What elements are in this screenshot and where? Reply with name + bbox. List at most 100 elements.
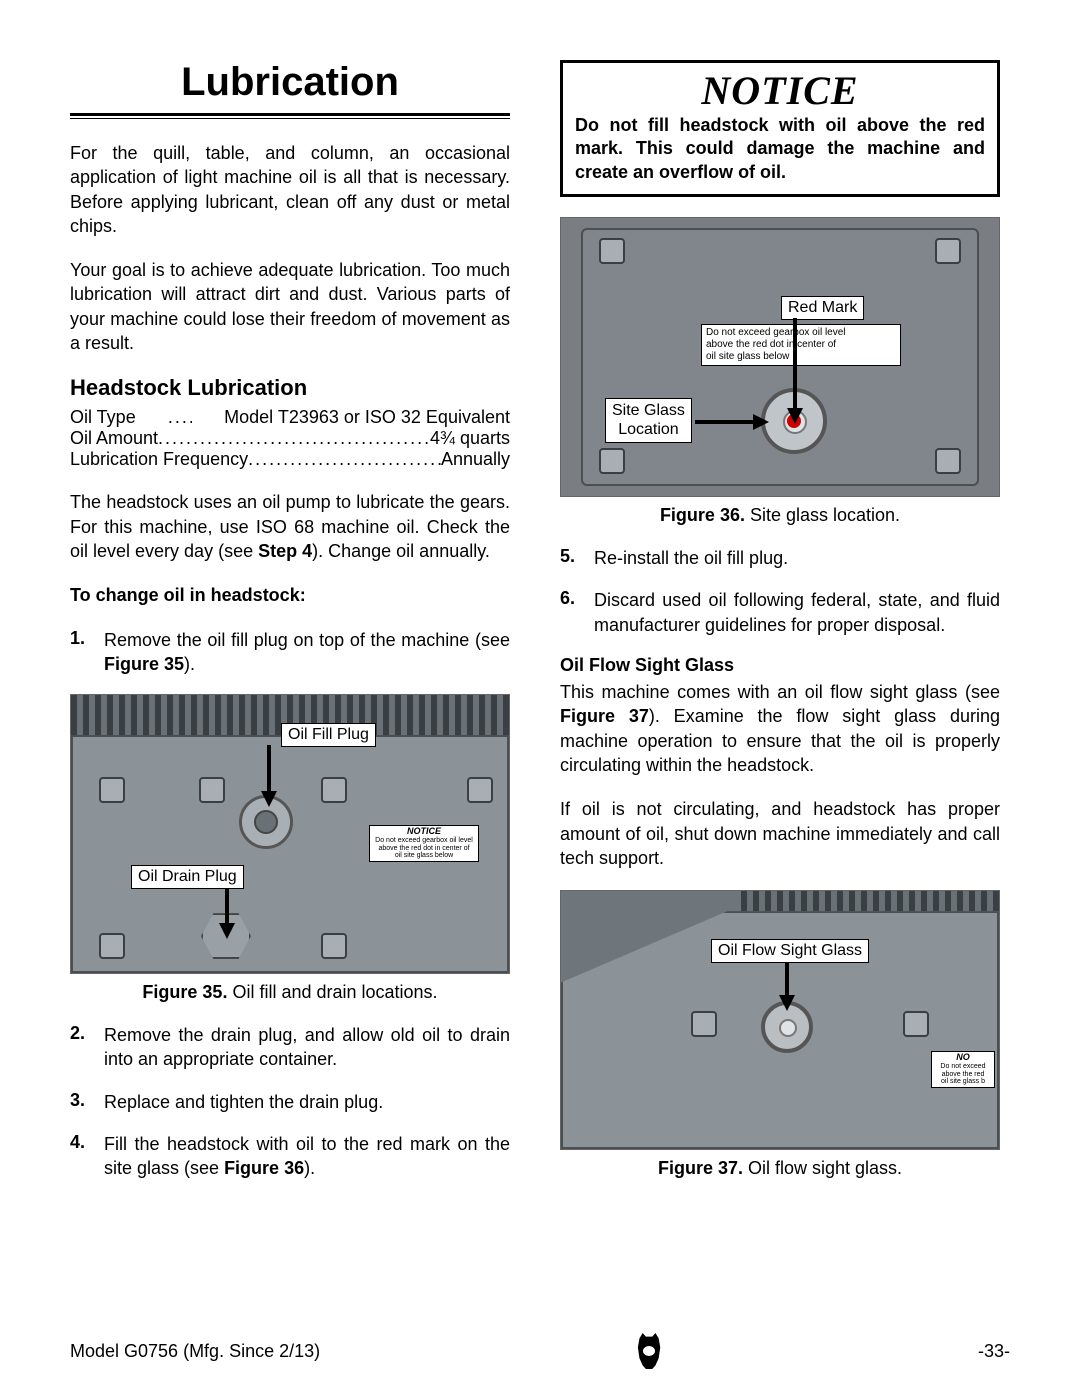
figure-35-image: NOTICE Do not exceed gearbox oil levelab… [70,694,510,974]
spec-value: Annually [441,449,510,470]
model-info: Model G0756 (Mfg. Since 2/13) [70,1341,320,1362]
arrow-line [267,745,271,793]
intro-para-1: For the quill, table, and column, an occ… [70,141,510,238]
step-item: 1. Remove the oil fill plug on top of th… [70,628,510,677]
arrow-down-icon [787,408,803,424]
text: This machine comes with an oil flow sigh… [560,682,1000,702]
sight-para-2: If oil is not circulating, and headstock… [560,797,1000,870]
figure-37-image: NO Do not exceedabove the redoil site gl… [560,890,1000,1150]
sticker-line: above the red dot in center of [706,339,836,350]
caption-text: Site glass location. [745,505,900,525]
fill-plug-label: Oil Fill Plug [281,723,376,747]
sight-glass-label: Oil Flow Sight Glass [711,939,869,963]
step-text: Replace and tighten the drain plug. [104,1090,510,1114]
step-number: 2. [70,1023,104,1072]
notice-heading: NOTICE [575,67,985,114]
arrow-down-icon [219,923,235,939]
bolt-icon [599,238,625,264]
rule-thick [70,113,510,116]
bolt-icon [467,777,493,803]
caption-bold: Figure 35. [142,982,227,1002]
arrow-down-icon [779,995,795,1011]
bolt-icon [321,933,347,959]
spec-label: Oil Type [70,407,136,428]
glass-center [779,1019,797,1037]
step-number: 5. [560,546,594,570]
step-item: 6. Discard used oil following federal, s… [560,588,1000,637]
text: Remove the oil fill plug on top of the m… [104,630,510,650]
spec-dots [158,428,430,449]
figure-ref: Figure 36 [224,1158,304,1178]
figure-ref: Figure 37 [560,706,649,726]
step-item: 5. Re-install the oil fill plug. [560,546,1000,570]
spec-label: Oil Amount [70,428,158,449]
sticker-line: oil site glass below [706,351,789,362]
spec-list: Oil Type Model T23963 or ISO 32 Equivale… [70,407,510,470]
headstock-para: The headstock uses an oil pump to lubric… [70,490,510,563]
spec-dots [248,449,441,470]
left-column: Lubrication For the quill, table, and co… [70,60,510,1199]
step-text: Fill the headstock with oil to the red m… [104,1132,510,1181]
bolt-icon [99,777,125,803]
spec-row: Oil Type Model T23963 or ISO 32 Equivale… [70,407,510,428]
bolt-icon [199,777,225,803]
step-number: 4. [70,1132,104,1181]
step-number: 3. [70,1090,104,1114]
spec-value: Model T23963 or ISO 32 Equivalent [224,407,510,428]
steps-right: 5. Re-install the oil fill plug. 6. Disc… [560,546,1000,637]
spec-row: Oil Amount 4¾ quarts [70,428,510,449]
sticker: Do not exceed gearbox oil level above th… [701,324,901,366]
steps-left-1: 1. Remove the oil fill plug on top of th… [70,628,510,677]
arrow-line [695,420,755,424]
sight-glass-heading: Oil Flow Sight Glass [560,655,1000,676]
intro-para-2: Your goal is to achieve adequate lubrica… [70,258,510,355]
headstock-heading: Headstock Lubrication [70,375,510,401]
bolt-icon [599,448,625,474]
figure-36-caption: Figure 36. Site glass location. [560,505,1000,526]
spec-value: 4¾ quarts [430,428,510,449]
caption-text: Oil flow sight glass. [743,1158,902,1178]
step-number: 6. [560,588,594,637]
arrow-line [225,889,229,925]
page-number: -33- [978,1341,1010,1362]
step-text: Remove the drain plug, and allow old oil… [104,1023,510,1072]
site-glass-label: Site GlassLocation [605,398,692,442]
mini-notice-sticker: NO Do not exceedabove the redoil site gl… [931,1051,995,1088]
bolt-icon [691,1011,717,1037]
steps-left-2: 2. Remove the drain plug, and allow old … [70,1023,510,1180]
right-column: NOTICE Do not fill headstock with oil ab… [560,60,1000,1199]
figure-36: Do not exceed gearbox oil level above th… [560,217,1000,526]
step-text: Re-install the oil fill plug. [594,546,1000,570]
red-mark-label: Red Mark [781,296,864,320]
arrow-down-icon [261,791,277,807]
arrow-right-icon [753,414,769,430]
page-title: Lubrication [70,60,510,105]
step-item: 4. Fill the headstock with oil to the re… [70,1132,510,1181]
caption-bold: Figure 36. [660,505,745,525]
mini-notice-sticker: NOTICE Do not exceed gearbox oil levelab… [369,825,479,862]
figure-37-caption: Figure 37. Oil flow sight glass. [560,1158,1000,1179]
figure-35-caption: Figure 35. Oil fill and drain locations. [70,982,510,1003]
sticker-line: Do not exceed gearbox oil level [706,327,846,338]
rule-thin [70,118,510,119]
bolt-icon [321,777,347,803]
step-ref: Step 4 [258,541,312,561]
notice-box: NOTICE Do not fill headstock with oil ab… [560,60,1000,197]
drain-plug-label: Oil Drain Plug [131,865,244,889]
text: ). [184,654,195,674]
figure-35: NOTICE Do not exceed gearbox oil levelab… [70,694,510,1003]
caption-bold: Figure 37. [658,1158,743,1178]
sight-para-1: This machine comes with an oil flow sigh… [560,680,1000,777]
bolt-icon [935,448,961,474]
arrow-line [793,318,797,410]
notice-body: Do not fill headstock with oil above the… [575,114,985,184]
page-content: Lubrication For the quill, table, and co… [70,60,1010,1199]
step-number: 1. [70,628,104,677]
step-text: Discard used oil following federal, stat… [594,588,1000,637]
bolt-icon [935,238,961,264]
text: ). Change oil annually. [312,541,490,561]
bolt-icon [99,933,125,959]
figure-37: NO Do not exceedabove the redoil site gl… [560,890,1000,1179]
step-item: 2. Remove the drain plug, and allow old … [70,1023,510,1072]
text: ). [304,1158,315,1178]
